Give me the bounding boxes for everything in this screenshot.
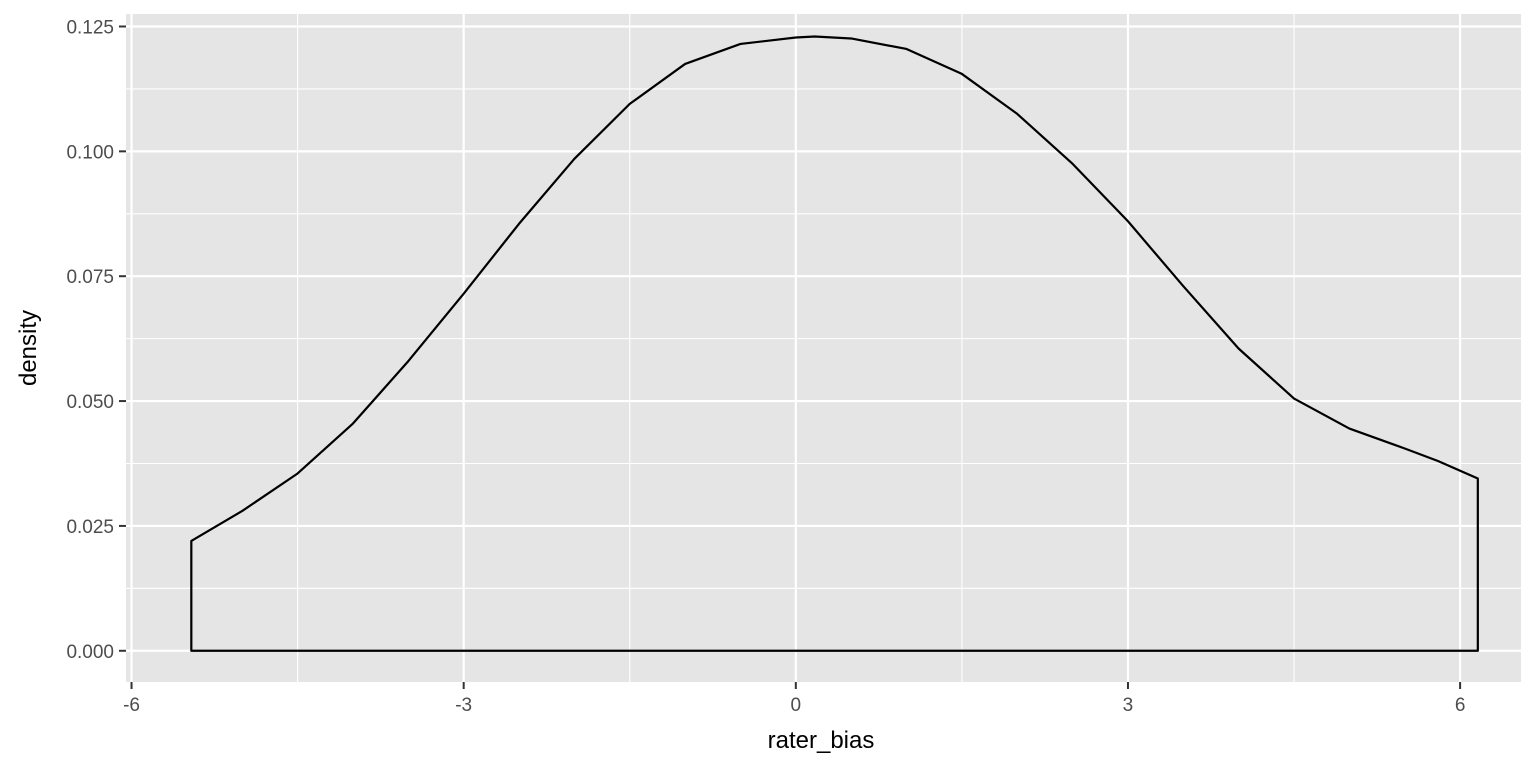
x-tick-label: 0	[791, 695, 802, 716]
x-tick-label: 6	[1455, 695, 1466, 716]
y-axis: 0.000 0.025 0.050 0.075 0.100 0.125	[66, 17, 126, 663]
y-tick-label: 0.000	[66, 642, 114, 663]
x-axis-title: rater_bias	[768, 727, 875, 754]
minor-gridlines	[126, 14, 1521, 682]
y-tick-label: 0.025	[66, 517, 114, 538]
x-tick-label: -6	[123, 695, 140, 716]
x-tick-label: 3	[1123, 695, 1134, 716]
y-tick-label: 0.050	[66, 392, 114, 413]
x-tick-label: -3	[455, 695, 472, 716]
y-tick-label: 0.075	[66, 267, 114, 288]
y-axis-title: density	[15, 310, 42, 386]
plot-panel	[126, 14, 1521, 682]
density-curve	[190, 35, 1479, 652]
x-axis: -6 -3 0 3 6	[123, 682, 1465, 716]
y-tick-label: 0.125	[66, 17, 114, 38]
major-gridlines	[126, 14, 1521, 682]
y-tick-label: 0.100	[66, 142, 114, 163]
